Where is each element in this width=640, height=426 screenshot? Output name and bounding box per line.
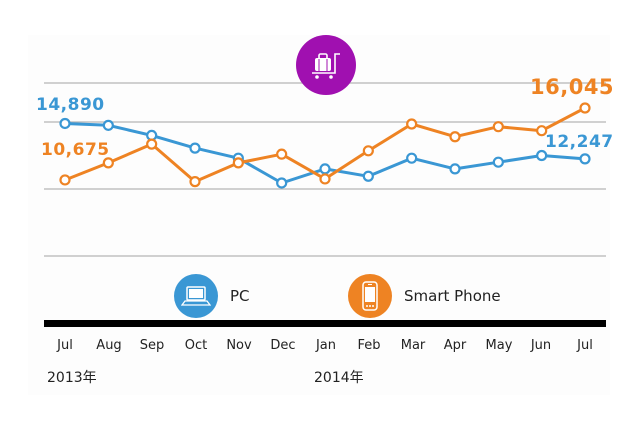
- data-point: [276, 148, 288, 160]
- laptop-icon: [181, 286, 211, 306]
- data-point: [102, 119, 114, 131]
- month-label: Aug: [96, 338, 122, 353]
- luggage-cart-badge: [296, 35, 356, 95]
- smartphone-legend-circle: [348, 274, 392, 318]
- month-label: Jan: [315, 338, 337, 353]
- data-point: [536, 149, 548, 162]
- legend-label-pc: PC: [230, 287, 250, 305]
- month-label: Jun: [530, 338, 552, 353]
- month-label: Apr: [443, 338, 467, 353]
- data-point: [449, 163, 461, 175]
- smartphone-series-points: [59, 102, 591, 188]
- data-point: [189, 142, 201, 154]
- data-point: [536, 125, 548, 137]
- data-point: [406, 118, 418, 130]
- pc-start-value-label: 14,890: [36, 95, 105, 115]
- legend-label-smartphone: Smart Phone: [404, 287, 501, 305]
- data-point: [146, 138, 158, 150]
- month-label: Feb: [357, 338, 381, 353]
- month-label: Sep: [139, 338, 165, 353]
- smartphone-start-value-label: 10,675: [41, 140, 110, 160]
- data-point: [319, 163, 331, 175]
- data-point: [362, 145, 374, 157]
- month-label: Jul: [57, 338, 73, 353]
- data-point: [59, 117, 71, 130]
- year-label-2014: 2014年: [314, 370, 364, 386]
- chart-panel: [28, 35, 610, 395]
- data-point: [232, 157, 244, 169]
- data-point: [319, 173, 331, 185]
- data-point: [362, 170, 374, 182]
- pc-series-points: [59, 117, 591, 189]
- x-axis-bar: [44, 320, 606, 327]
- legend-item-smartphone: Smart Phone: [348, 274, 501, 318]
- month-label: Nov: [226, 338, 252, 353]
- data-point: [579, 102, 591, 114]
- data-point: [449, 131, 461, 143]
- data-point: [102, 157, 114, 169]
- smartphone-icon: [362, 281, 378, 311]
- data-point: [189, 176, 201, 188]
- month-label: Dec: [270, 338, 296, 353]
- data-point: [492, 156, 504, 168]
- data-point: [276, 177, 288, 189]
- smartphone-end-value-label: 16,045: [530, 75, 615, 99]
- legend-item-pc: PC: [174, 274, 250, 318]
- month-label: Mar: [400, 338, 426, 353]
- luggage-cart-icon: [312, 53, 340, 79]
- data-point: [406, 152, 418, 164]
- pc-end-value-label: 12,247: [545, 132, 614, 152]
- year-label-2013: 2013年: [47, 370, 97, 386]
- data-point: [59, 174, 71, 186]
- pc-legend-circle: [174, 274, 218, 318]
- month-label: Oct: [184, 338, 208, 353]
- data-point: [492, 121, 504, 133]
- month-label: May: [485, 338, 513, 353]
- gridlines: [44, 82, 606, 257]
- month-label: Jul: [577, 338, 593, 353]
- data-point: [579, 153, 591, 165]
